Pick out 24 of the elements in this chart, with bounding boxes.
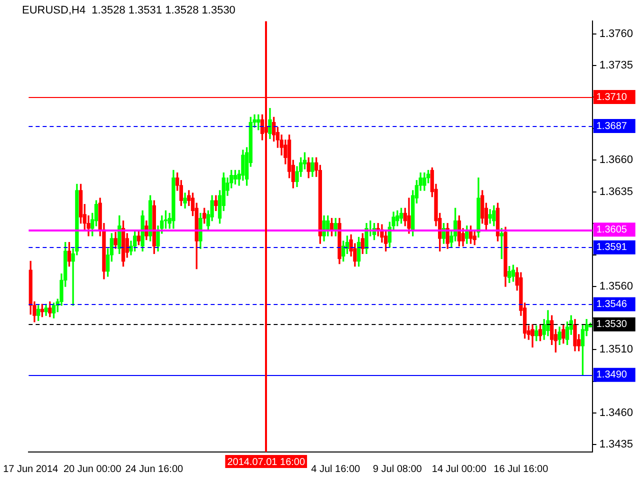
ref-line-label: 1.3605 bbox=[596, 224, 628, 236]
y-tick-label: 1.3735 bbox=[599, 59, 634, 72]
ref-line-label: 1.3490 bbox=[596, 370, 628, 381]
y-tick-label: 1.3635 bbox=[599, 186, 634, 198]
y-tick-label: 1.3660 bbox=[599, 154, 634, 166]
ref-line-label: 1.3546 bbox=[596, 298, 628, 310]
x-tick-label: 2014.07.01 16:00 bbox=[227, 456, 306, 468]
chart-title: EURUSD,H4 1.3528 1.3531 1.3528 1.3530 bbox=[22, 4, 236, 17]
y-tick-label: 1.3560 bbox=[599, 280, 634, 293]
y-tick-label: 1.3435 bbox=[599, 438, 634, 450]
x-tick-label: 9 Jul 08:00 bbox=[372, 464, 422, 475]
ref-line-label: 1.3710 bbox=[596, 92, 628, 103]
ref-line-label: 1.3591 bbox=[596, 242, 628, 254]
y-tick-label: 1.3460 bbox=[599, 406, 634, 419]
x-tick-label: 16 Jul 16:00 bbox=[494, 464, 549, 475]
y-tick-label: 1.3760 bbox=[599, 28, 634, 40]
ref-line-label: 1.3530 bbox=[596, 319, 628, 330]
x-tick-label: 17 Jun 2014 bbox=[3, 464, 59, 475]
x-tick-label: 14 Jul 00:00 bbox=[432, 464, 487, 475]
y-tick-label: 1.3510 bbox=[599, 344, 634, 356]
x-tick-label: 4 Jul 16:00 bbox=[311, 464, 361, 475]
x-tick-label: 24 Jun 16:00 bbox=[125, 464, 184, 475]
x-tick-label: 20 Jun 00:00 bbox=[63, 464, 122, 475]
ref-line-label: 1.3687 bbox=[596, 120, 628, 132]
